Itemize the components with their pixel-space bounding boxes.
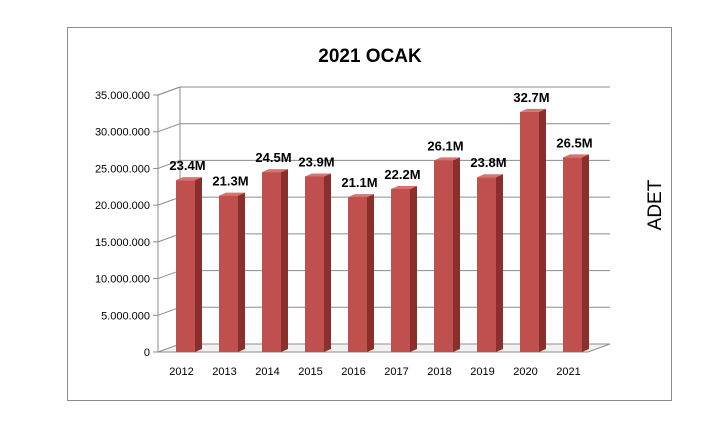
y-tick-label: 0	[144, 347, 150, 359]
bar-side	[195, 177, 202, 352]
y-tick-label: 20.000.000	[95, 200, 150, 212]
y-tick-label: 5.000.000	[101, 310, 150, 322]
x-tick-label: 2019	[470, 366, 494, 378]
data-label: 23.4M	[169, 158, 205, 173]
chart-title: 2021 OCAK	[318, 46, 422, 67]
bar	[563, 157, 582, 352]
data-label: 21.3M	[212, 174, 248, 189]
data-label: 23.8M	[470, 155, 506, 170]
x-tick-label: 2012	[169, 366, 193, 378]
y-axis-top-edge	[157, 86, 181, 96]
y-tick-label: 35.000.000	[95, 90, 150, 102]
x-tick-label: 2018	[427, 366, 451, 378]
bar-top	[563, 154, 589, 158]
y-axis-label: ADET	[645, 179, 666, 230]
bar-side	[324, 173, 331, 352]
y-tick-label: 10.000.000	[95, 274, 150, 286]
data-label: 26.5M	[556, 135, 592, 150]
bar-side	[281, 169, 288, 352]
bar-top	[477, 174, 503, 178]
bar-side	[496, 174, 503, 352]
x-tick-label: 2017	[384, 366, 408, 378]
bar	[219, 195, 238, 352]
x-tick-label: 2021	[556, 366, 580, 378]
bar-top	[305, 173, 331, 177]
bar	[262, 172, 281, 352]
bar-top	[176, 177, 202, 181]
y-tick-label: 15.000.000	[95, 237, 150, 249]
bar	[391, 188, 410, 352]
data-label: 23.9M	[298, 155, 334, 170]
bar-top	[219, 192, 245, 196]
data-labels: 23.4M 21.3M 24.5M 23.9M 21.1M 22.2M 26.1M 23.8M…	[169, 90, 592, 190]
bar	[176, 180, 195, 352]
bar-side	[238, 192, 245, 352]
x-tick-label: 2015	[298, 366, 322, 378]
bars	[176, 108, 589, 352]
bar	[348, 197, 367, 352]
bar-side	[539, 108, 546, 352]
bar-side	[582, 154, 589, 352]
bar	[477, 177, 496, 352]
bar-top	[520, 108, 546, 112]
data-label: 24.5M	[255, 150, 291, 165]
data-label: 21.1M	[341, 175, 377, 190]
bar-top	[434, 157, 460, 161]
x-tick-label: 2014	[255, 366, 279, 378]
bar-side	[410, 185, 417, 352]
bar-top	[348, 194, 374, 198]
bar	[520, 111, 539, 352]
tick-labels: 0 5.000.000 10.000.000 15.000.000 20.000.000…	[95, 90, 581, 378]
bar	[434, 160, 453, 352]
bar-side	[453, 157, 460, 352]
x-tick-label: 2013	[212, 366, 236, 378]
x-tick-label: 2016	[341, 366, 365, 378]
data-label: 22.2M	[384, 167, 420, 182]
bar	[305, 176, 324, 352]
bar-top	[391, 185, 417, 189]
data-label: 26.1M	[427, 138, 463, 153]
y-tick-label: 30.000.000	[95, 127, 150, 139]
x-tick-label: 2020	[513, 366, 537, 378]
bar-side	[367, 194, 374, 352]
y-tick-label: 25.000.000	[95, 163, 150, 175]
data-label: 32.7M	[513, 90, 549, 105]
bar-top	[262, 169, 288, 173]
